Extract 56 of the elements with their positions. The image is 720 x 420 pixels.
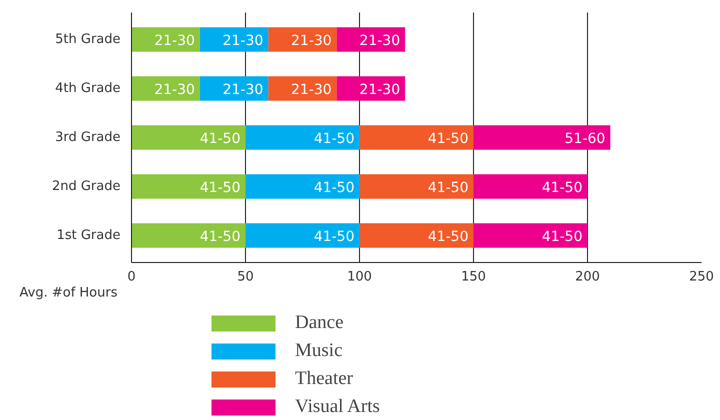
y-tick-label: 3rd Grade xyxy=(55,130,120,145)
data-label: 41-50 xyxy=(200,229,241,246)
y-tick-label: 5th Grade xyxy=(55,32,120,47)
bar xyxy=(132,76,200,101)
data-label: 41-50 xyxy=(428,131,469,147)
y-tick-label: 4th Grade xyxy=(55,80,120,96)
legend-label: Theater xyxy=(295,368,354,390)
bar xyxy=(132,174,246,199)
data-label: 51-60 xyxy=(564,131,606,147)
data-label: 21-30 xyxy=(222,32,264,49)
x-tick-label: 0 xyxy=(127,270,136,284)
legend-label: Music xyxy=(295,340,342,362)
y-tick-label: 1st Grade xyxy=(56,228,121,244)
data-label: 21-30 xyxy=(359,32,400,49)
bar xyxy=(474,174,588,199)
legend-label: Visual Arts xyxy=(295,396,380,418)
bar xyxy=(360,174,474,199)
bar xyxy=(336,27,406,52)
bar xyxy=(360,223,474,248)
legend-label: Dance xyxy=(295,312,344,334)
bar xyxy=(474,223,588,248)
data-label: 41-50 xyxy=(314,229,355,246)
data-label: 21-30 xyxy=(154,82,195,98)
bar xyxy=(474,125,610,150)
bar xyxy=(246,223,360,248)
data-label: 21-30 xyxy=(154,32,195,49)
data-label: 41-50 xyxy=(428,180,469,196)
data-label: 41-50 xyxy=(542,229,583,246)
data-label: 21-30 xyxy=(291,32,332,49)
bar xyxy=(132,125,246,150)
bar xyxy=(132,223,246,248)
bar xyxy=(246,125,360,150)
data-label: 41-50 xyxy=(314,131,355,147)
bar xyxy=(200,76,268,101)
bar xyxy=(200,27,268,52)
bar xyxy=(132,27,200,52)
bar xyxy=(268,27,337,52)
data-label: 41-50 xyxy=(200,131,241,147)
data-label: 21-30 xyxy=(222,82,264,98)
data-label: 21-30 xyxy=(359,82,400,98)
x-tick-label: 250 xyxy=(689,270,714,284)
x-tick-label: 100 xyxy=(347,270,372,284)
data-label: 41-50 xyxy=(428,229,469,246)
data-label: 41-50 xyxy=(542,180,583,196)
x-tick-label: 150 xyxy=(461,270,486,284)
bar xyxy=(268,76,337,101)
x-tick-label: 50 xyxy=(237,270,254,284)
data-label: 21-30 xyxy=(291,82,332,98)
data-label: 41-50 xyxy=(200,180,241,196)
bar xyxy=(246,174,360,199)
bar xyxy=(360,125,474,150)
x-tick-label: 200 xyxy=(575,270,600,284)
x-axis-title: Avg. #of Hours xyxy=(20,286,118,300)
y-tick-label: 2nd Grade xyxy=(52,179,120,194)
data-label: 41-50 xyxy=(314,180,355,196)
bar xyxy=(336,76,406,101)
